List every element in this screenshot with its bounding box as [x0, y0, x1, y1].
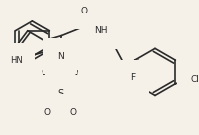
Text: Cl: Cl: [191, 75, 199, 84]
Text: NH: NH: [95, 26, 108, 35]
Text: F: F: [130, 73, 135, 82]
Text: N: N: [57, 52, 63, 61]
Text: O: O: [44, 108, 51, 117]
Text: O: O: [80, 7, 87, 16]
Text: S: S: [57, 90, 63, 99]
Text: O: O: [69, 108, 76, 117]
Text: HN: HN: [10, 56, 22, 65]
